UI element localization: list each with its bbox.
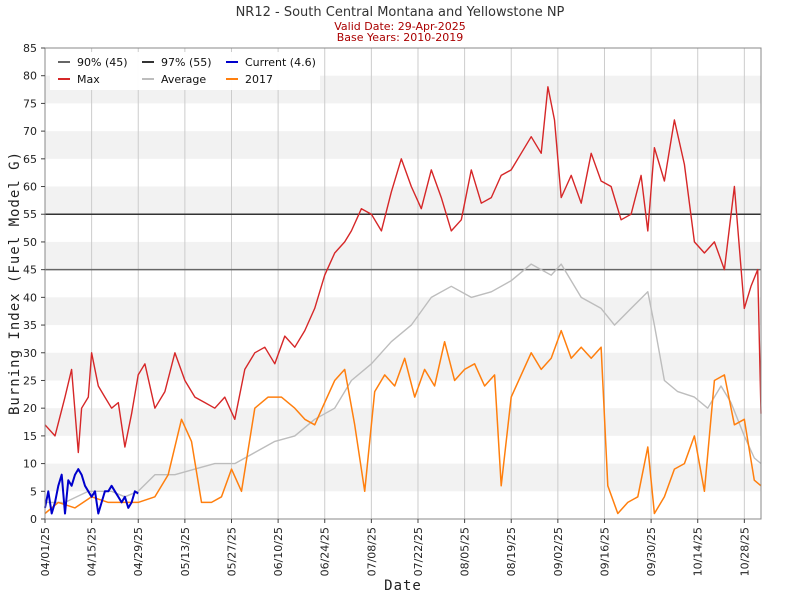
y-tick-label: 0 (30, 513, 37, 526)
series-line-average (45, 263, 762, 504)
series-line-max (44, 86, 762, 454)
background-bands (45, 75, 761, 492)
legend-label: Max (77, 73, 100, 86)
y-axis-ticks: 0 5 10 15 20 25 30 35 40 45 50 55 60 65 70 75 80 85 (23, 42, 45, 526)
x-tick-label: 04/15/25 (86, 527, 99, 576)
grid-band (45, 186, 761, 215)
legend-label: 2017 (245, 73, 273, 86)
y-tick-label: 15 (23, 430, 37, 443)
x-axis-label: Date (384, 578, 422, 594)
x-tick-label: 09/02/25 (552, 527, 565, 576)
legend-label: 97% (55) (161, 56, 212, 69)
grid-band (45, 408, 761, 436)
grid-band (45, 352, 761, 381)
y-tick-label: 20 (23, 402, 37, 415)
valid-date-subtitle: Valid Date: 29-Apr-2025 (334, 20, 466, 33)
y-tick-label: 25 (23, 374, 37, 387)
legend-box (50, 52, 320, 90)
series-line-current-4-6 (44, 468, 139, 515)
x-tick-label: 07/08/25 (365, 527, 378, 576)
y-tick-label: 5 (30, 485, 37, 498)
y-tick-label: 75 (23, 97, 37, 110)
y-tick-label: 65 (23, 153, 37, 166)
y-tick-label: 55 (23, 208, 37, 221)
y-tick-label: 70 (23, 125, 37, 138)
y-tick-label: 30 (23, 347, 37, 360)
series-line-2017 (44, 329, 762, 515)
x-tick-label: 09/16/25 (598, 527, 611, 576)
x-tick-label: 10/28/25 (738, 527, 751, 576)
x-tick-label: 07/22/25 (412, 527, 425, 576)
y-tick-label: 40 (23, 291, 37, 304)
base-years-subtitle: Base Years: 2010-2019 (337, 31, 463, 44)
x-tick-label: 09/30/25 (645, 527, 658, 576)
threshold-lines (45, 213, 761, 271)
x-tick-label: 04/29/25 (132, 527, 145, 576)
grid-band (45, 131, 761, 159)
y-axis-label: Burning Index (Fuel Model G) (7, 151, 23, 415)
x-tick-label: 04/01/25 (39, 527, 52, 576)
x-tick-label: 06/24/25 (319, 527, 332, 576)
legend: 90% (45) 97% (55) Current (4.6) Max Average 2… (50, 52, 320, 90)
vertical-gridlines (44, 48, 745, 519)
grid-band (45, 241, 761, 270)
chart-title: NR12 - South Central Montana and Yellows… (236, 5, 565, 20)
legend-label: Current (4.6) (245, 56, 316, 69)
y-tick-label: 60 (23, 181, 37, 194)
y-tick-label: 10 (23, 458, 37, 471)
x-tick-label: 05/13/25 (179, 527, 192, 576)
x-tick-label: 08/05/25 (459, 527, 472, 576)
x-tick-label: 08/19/25 (505, 527, 518, 576)
x-tick-label: 05/27/25 (225, 527, 238, 576)
x-tick-label: 10/14/25 (692, 527, 705, 576)
y-tick-label: 80 (23, 70, 37, 83)
y-tick-label: 35 (23, 319, 37, 332)
legend-label: Average (161, 73, 206, 86)
y-tick-label: 50 (23, 236, 37, 249)
legend-label: 90% (45) (77, 56, 128, 69)
plot-frame (44, 47, 762, 520)
y-tick-label: 45 (23, 264, 37, 277)
x-tick-label: 06/10/25 (272, 527, 285, 576)
y-tick-label: 85 (23, 42, 37, 55)
series-lines (44, 86, 762, 515)
grid-band (45, 297, 761, 326)
x-axis-ticks: 04/01/25 04/15/25 04/29/25 05/13/25 05/27/25… (39, 519, 751, 576)
